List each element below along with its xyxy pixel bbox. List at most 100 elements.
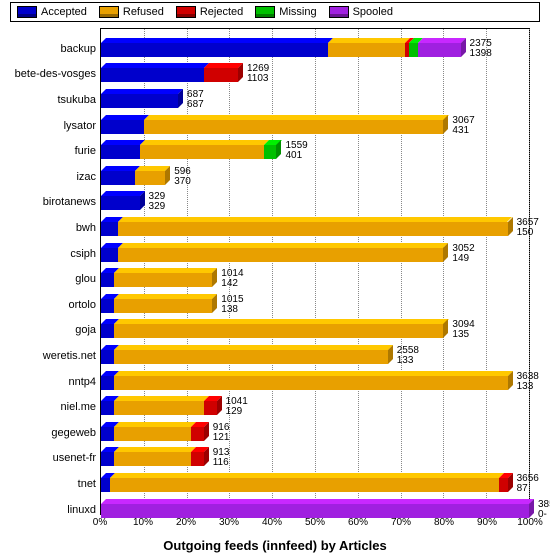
bar-side-face	[204, 447, 209, 466]
bar-side-face	[204, 422, 209, 441]
bar-segment	[101, 68, 204, 82]
bar-segment	[101, 376, 114, 390]
bar-segment	[101, 145, 140, 159]
bar-segment	[409, 43, 418, 57]
chart-frame: AcceptedRefusedRejectedMissingSpooled ba…	[0, 0, 550, 555]
bar-segment	[101, 324, 114, 338]
value-second: 1398	[470, 49, 492, 59]
value-second: 142	[221, 279, 243, 289]
bar-side-face	[238, 63, 243, 82]
bar-row: 1014142	[101, 273, 529, 287]
bar-top-face	[101, 191, 145, 196]
y-axis-label: tsukuba	[57, 94, 96, 106]
y-axis-label: furie	[75, 145, 96, 157]
y-axis-label: goja	[75, 324, 96, 336]
y-axis-label: lysator	[64, 120, 96, 132]
value-label: 329329	[149, 192, 166, 212]
bar-row: 3638133	[101, 376, 529, 390]
bar-top-face	[114, 294, 217, 299]
y-axis-label: nntp4	[68, 376, 96, 388]
x-tick-label: 70%	[391, 517, 411, 528]
value-second: 135	[452, 330, 474, 340]
y-axis-label: csiph	[70, 248, 96, 260]
legend-label: Refused	[123, 6, 164, 18]
legend-swatch	[176, 6, 196, 18]
bar-segment	[118, 222, 507, 236]
y-axis-label: gegeweb	[51, 427, 96, 439]
x-tick-label: 20%	[176, 517, 196, 528]
bar-segment	[101, 248, 118, 262]
bar-segment	[135, 171, 165, 185]
bar-segment	[114, 452, 191, 466]
value-second: 138	[221, 305, 243, 315]
bar-row: 329329	[101, 196, 529, 210]
y-axis-label: niel.me	[61, 401, 96, 413]
bar-side-face	[212, 294, 217, 313]
bar-row: 3052149	[101, 248, 529, 262]
legend-swatch	[99, 6, 119, 18]
bar-segment	[114, 324, 444, 338]
legend-swatch	[255, 6, 275, 18]
bar-segment	[114, 273, 212, 287]
value-second: 150	[517, 228, 539, 238]
value-second: 687	[187, 100, 204, 110]
y-axis-label: bete-des-vosges	[15, 68, 96, 80]
bar-side-face	[388, 345, 393, 364]
bar-segment	[118, 248, 443, 262]
bar-segment	[101, 504, 529, 518]
bar-segment	[418, 43, 461, 57]
bar-top-face	[101, 38, 333, 43]
bar-segment	[140, 145, 264, 159]
value-second: 116	[213, 458, 230, 468]
value-label: 2558133	[397, 346, 419, 366]
value-label: 596370	[174, 167, 191, 187]
value-second: 133	[397, 356, 419, 366]
bar-side-face	[529, 499, 534, 518]
bar-top-face	[118, 217, 512, 222]
legend: AcceptedRefusedRejectedMissingSpooled	[10, 2, 540, 22]
bar-segment	[110, 478, 499, 492]
x-tick-label: 90%	[477, 517, 497, 528]
x-tick-label: 30%	[219, 517, 239, 528]
bar-segment	[264, 145, 277, 159]
bar-segment	[101, 478, 110, 492]
bar-side-face	[276, 140, 281, 159]
bar-top-face	[101, 63, 209, 68]
legend-item: Spooled	[323, 3, 399, 21]
value-second: 329	[149, 202, 166, 212]
bar-top-face	[101, 499, 534, 504]
bar-top-face	[114, 447, 196, 452]
bar-top-face	[101, 115, 149, 120]
value-second: 149	[452, 254, 474, 264]
bar-top-face	[418, 38, 466, 43]
value-label: 365687	[517, 474, 539, 494]
bar-row: 916121	[101, 427, 529, 441]
y-axis-label: tnet	[78, 478, 96, 490]
bar-segment	[144, 120, 444, 134]
value-label: 1014142	[221, 269, 243, 289]
bar-row: 3657150	[101, 222, 529, 236]
value-second: 370	[174, 177, 191, 187]
legend-label: Spooled	[353, 6, 393, 18]
bar-side-face	[178, 89, 183, 108]
x-tick-label: 10%	[133, 517, 153, 528]
bar-segment	[191, 427, 204, 441]
legend-label: Accepted	[41, 6, 87, 18]
bar-top-face	[114, 371, 513, 376]
bar-segment	[191, 452, 204, 466]
bar-segment	[114, 299, 212, 313]
bar-top-face	[114, 396, 209, 401]
grid-line	[529, 29, 530, 514]
value-label: 1041129	[226, 397, 248, 417]
value-label: 1559401	[285, 141, 307, 161]
value-label: 913116	[213, 448, 230, 468]
bar-top-face	[114, 319, 449, 324]
bar-row: 38540-	[101, 504, 529, 518]
value-label: 3638133	[517, 372, 539, 392]
value-label: 687687	[187, 90, 204, 110]
bar-row: 365687	[101, 478, 529, 492]
value-second: 1103	[247, 74, 269, 84]
bar-side-face	[140, 191, 145, 210]
bar-top-face	[101, 140, 145, 145]
value-label: 3657150	[517, 218, 539, 238]
